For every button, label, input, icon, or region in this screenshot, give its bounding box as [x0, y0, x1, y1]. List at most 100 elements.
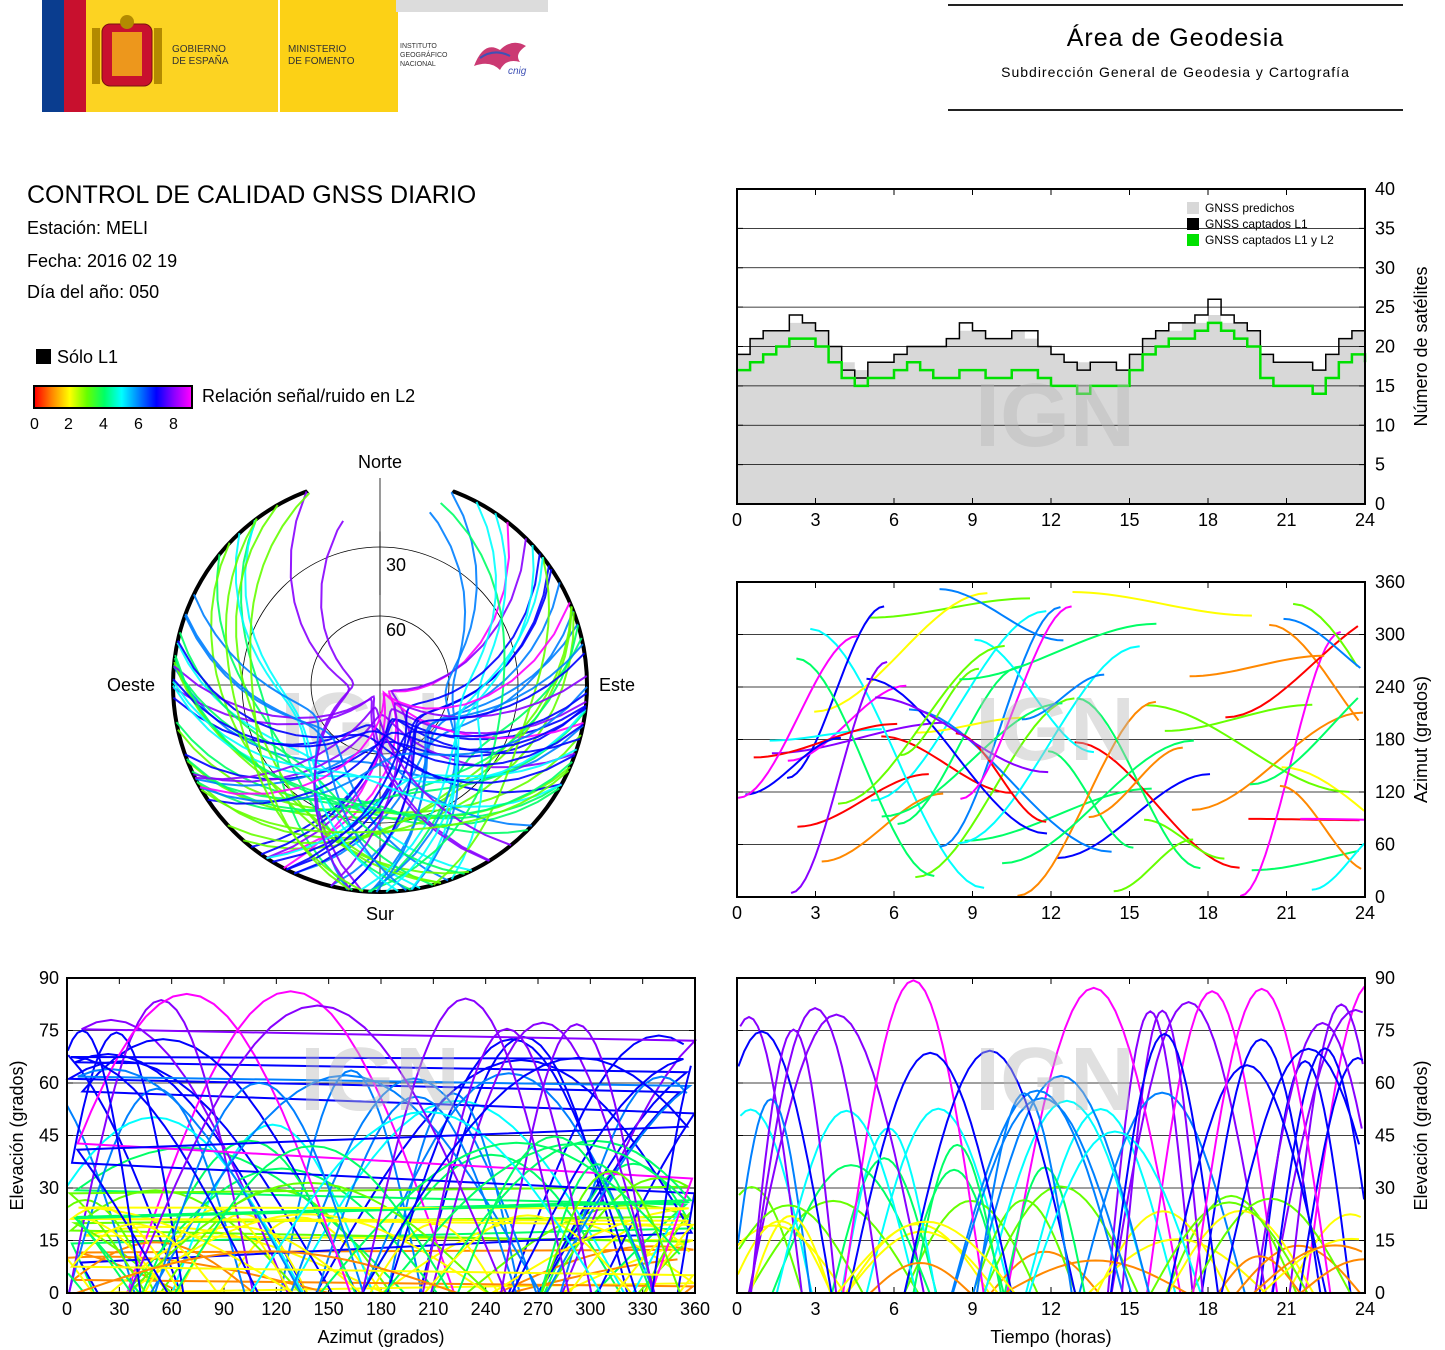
x-tick-label: 6	[889, 903, 899, 923]
satellite-track	[224, 518, 364, 893]
ministerio-band	[278, 0, 398, 112]
satellite-track	[1191, 711, 1364, 811]
satellite-track	[1121, 1009, 1204, 1294]
legend-solo-l1: Sólo L1	[36, 347, 118, 368]
x-tick-label: 24	[1355, 1299, 1375, 1319]
satellite-track	[367, 479, 506, 893]
satellite-track	[109, 1225, 362, 1294]
x-tick-label: 24	[1355, 903, 1375, 923]
x-tick-label: 18	[1198, 510, 1218, 530]
satellite-track	[960, 605, 1072, 800]
x-tick-label: 21	[1276, 510, 1296, 530]
snr-tick: 6	[134, 416, 143, 433]
satellite-track	[430, 1021, 656, 1294]
label-west: Oeste	[107, 675, 155, 695]
satellite-track	[423, 1214, 632, 1294]
satellite-track	[70, 1031, 696, 1294]
satellite-track	[172, 665, 584, 782]
y-tick-label: 120	[1375, 782, 1405, 802]
x-tick-label: 330	[628, 1299, 658, 1319]
satellite-track	[1057, 773, 1211, 859]
x-tick-label: 30	[109, 1299, 129, 1319]
y-tick-label: 75	[39, 1021, 59, 1041]
satellite-track	[1192, 987, 1332, 1294]
satellite-track	[745, 736, 841, 796]
satellite-track	[76, 992, 694, 1294]
satellite-track	[172, 685, 587, 784]
ign-watermark: IGN	[300, 1030, 460, 1130]
x-tick-label: 270	[523, 1299, 553, 1319]
x-tick-label: 6	[889, 1299, 899, 1319]
y-tick-label: 300	[1375, 625, 1405, 645]
satellite-track	[1072, 591, 1252, 617]
x-tick-label: 3	[810, 1299, 820, 1319]
y-tick-label: 45	[1375, 1126, 1395, 1146]
satellite-track	[1017, 700, 1157, 897]
satellite-track	[75, 1056, 690, 1294]
satellite-track	[869, 1261, 971, 1294]
x-tick-label: 12	[1041, 510, 1061, 530]
satellite-track	[1146, 990, 1279, 1294]
y-tick-label: 15	[1375, 1231, 1395, 1251]
satellite-track	[266, 521, 511, 860]
satellite-track	[194, 706, 512, 847]
satellite-track	[976, 1092, 1073, 1294]
snr-label: Relación señal/ruido en L2	[202, 386, 416, 406]
x-tick-label: 240	[471, 1299, 501, 1319]
satellite-track	[249, 1110, 602, 1294]
satellite-track	[66, 1029, 692, 1294]
satellite-track	[199, 601, 571, 795]
satellite-track	[908, 708, 1112, 853]
satellite-track	[1311, 842, 1365, 891]
satellite-track	[1253, 1244, 1363, 1294]
satellite-track	[1249, 697, 1359, 786]
satellite-track	[1298, 1056, 1364, 1294]
satellite-track	[912, 1143, 1002, 1294]
satellite-track	[964, 787, 1152, 842]
satellite-track	[1292, 602, 1358, 667]
plot-border	[736, 977, 1366, 1294]
satellite-track	[1025, 1107, 1177, 1294]
satellite-track	[76, 1250, 458, 1294]
satellite-track	[1304, 986, 1366, 1294]
satellite-track	[951, 1097, 1132, 1294]
x-axis-label: Tiempo (horas)	[990, 1327, 1111, 1347]
satellite-track	[128, 1004, 507, 1294]
y-axis-label: Elevación (grados)	[1411, 1060, 1431, 1210]
satellite-track	[971, 1199, 1077, 1294]
x-tick-label: 300	[575, 1299, 605, 1319]
satellite-track	[739, 1015, 803, 1294]
government-logo: GOBIERNO DE ESPAÑA MINISTERIO DE FOMENTO…	[42, 0, 548, 112]
coat-of-arms-icon	[92, 15, 162, 87]
satellite-track	[369, 1222, 499, 1294]
x-tick-label: 18	[1198, 903, 1218, 923]
satellite-track	[972, 1074, 1150, 1294]
satellite-track	[749, 1006, 881, 1294]
y-tick-label: 10	[1375, 415, 1395, 435]
y-tick-label: 30	[39, 1178, 59, 1198]
satellite-track	[1251, 849, 1359, 872]
instituto-line-2: GEOGRÁFICO	[400, 52, 448, 59]
y-tick-label: 0	[1375, 887, 1385, 907]
y-tick-label: 60	[1375, 1073, 1395, 1093]
satellite-track	[288, 1099, 625, 1294]
satellite-track	[836, 1220, 1016, 1294]
area-header: Área de Geodesia Subdirección General de…	[948, 0, 1403, 112]
x-tick-label: 360	[680, 1299, 710, 1319]
satellite-track	[738, 1185, 803, 1294]
satellite-track	[1021, 673, 1105, 721]
y-tick-label: 15	[39, 1231, 59, 1251]
x-tick-label: 0	[732, 510, 742, 530]
plot-border	[736, 188, 1366, 505]
skyplot-tracks	[172, 477, 588, 893]
satellite-track	[1028, 1130, 1202, 1294]
satellite-track	[330, 675, 588, 887]
satellite-track	[737, 1098, 812, 1294]
satellite-track	[411, 489, 478, 891]
satellite-track	[1300, 817, 1365, 821]
satellite-track	[1235, 1244, 1361, 1294]
instituto-line-1: INSTITUTO	[400, 43, 437, 50]
x-tick-label: 6	[889, 510, 899, 530]
x-tick-label: 12	[1041, 1299, 1061, 1319]
